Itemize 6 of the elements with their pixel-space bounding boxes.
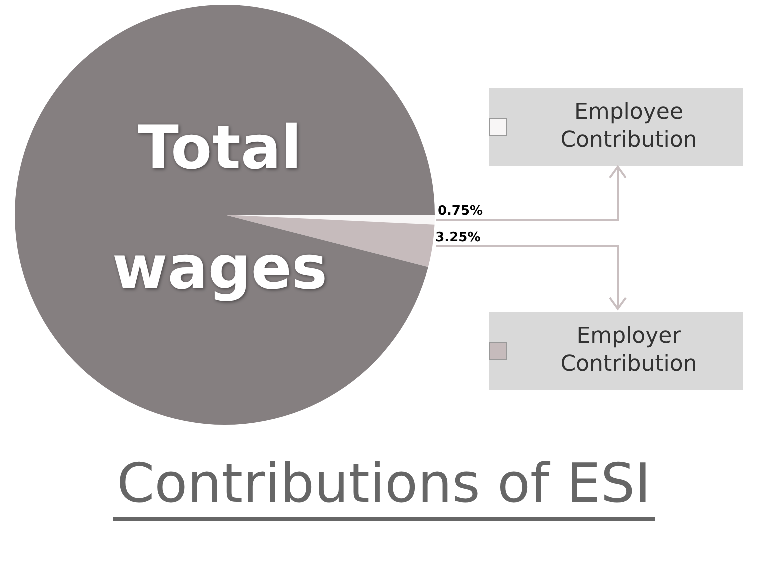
legend-label: Employer Contribution xyxy=(560,323,698,379)
data-label: 0.75% xyxy=(438,204,484,219)
text: Contributions of ESI xyxy=(112,452,656,521)
data-label: 3.25% xyxy=(436,230,481,246)
slice-label: Total wages xyxy=(112,114,328,304)
slice-label: Employee Contribution xyxy=(560,99,698,155)
